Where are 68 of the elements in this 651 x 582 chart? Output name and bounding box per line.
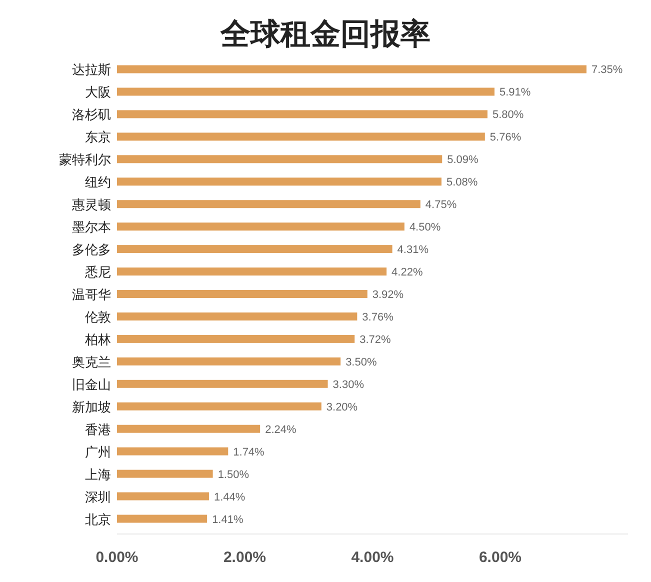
data-label: 1.50% (218, 468, 250, 481)
bar (117, 65, 586, 74)
bar (117, 178, 442, 186)
data-label: 3.20% (326, 401, 358, 414)
bar (117, 222, 404, 231)
y-tick-label: 新加坡 (72, 399, 111, 414)
y-tick-label: 多伦多 (72, 242, 111, 258)
y-tick-label: 柏林 (84, 332, 111, 347)
x-tick-label: 2.00% (223, 549, 266, 566)
bar (117, 402, 322, 410)
data-label: 5.91% (500, 86, 531, 99)
bar (117, 155, 442, 164)
bar (117, 88, 494, 96)
y-tick-label: 上海 (85, 466, 111, 482)
data-label: 4.50% (409, 222, 441, 234)
y-tick-label: 墨尔本 (72, 220, 111, 235)
bar (117, 200, 420, 208)
data-label: 1.44% (214, 491, 246, 504)
bar (117, 268, 387, 276)
data-label: 5.80% (492, 109, 524, 122)
bar (117, 470, 213, 478)
y-tick-label: 蒙特利尔 (59, 152, 111, 168)
x-tick-label: 6.00% (478, 549, 522, 566)
y-tick-label: 惠灵顿 (71, 197, 111, 212)
data-label: 3.76% (362, 311, 394, 324)
data-label: 1.41% (212, 514, 244, 526)
data-label: 5.09% (447, 154, 479, 166)
x-tick-label: 0.00% (96, 549, 138, 566)
bar (117, 492, 209, 500)
y-tick-label: 大阪 (85, 84, 111, 100)
y-tick-label: 旧金山 (72, 376, 111, 392)
data-label: 1.74% (233, 446, 265, 458)
data-label: 4.22% (392, 266, 423, 279)
bar (117, 312, 358, 320)
y-tick-label: 伦敦 (85, 309, 111, 324)
bar (117, 334, 355, 343)
y-tick-label: 深圳 (85, 489, 111, 504)
bar (117, 245, 392, 254)
y-tick-label: 达拉斯 (72, 62, 111, 78)
data-label: 3.30% (332, 378, 364, 391)
bar (117, 290, 368, 298)
bar (117, 424, 260, 433)
y-tick-label: 广州 (85, 444, 111, 460)
data-label: 4.31% (397, 244, 429, 256)
bar (117, 380, 328, 388)
bar (117, 110, 488, 118)
data-label: 2.24% (265, 424, 296, 436)
bar (117, 514, 208, 523)
data-label: 4.75% (425, 199, 457, 212)
data-label: 5.08% (446, 176, 478, 189)
data-label: 7.35% (591, 64, 623, 76)
y-tick-label: 奥克兰 (72, 354, 111, 370)
y-tick-label: 香港 (85, 422, 111, 437)
data-label: 3.92% (372, 289, 404, 301)
y-tick-label: 温哥华 (72, 287, 111, 302)
data-label: 3.72% (360, 334, 392, 346)
x-tick-label: 4.00% (351, 549, 394, 566)
bar (117, 447, 228, 456)
y-tick-label: 洛杉矶 (72, 107, 111, 122)
y-tick-label: 东京 (85, 130, 111, 145)
bar (117, 132, 485, 141)
y-tick-label: 悉尼 (84, 264, 111, 280)
data-label: 5.76% (490, 132, 522, 144)
y-tick-label: 纽约 (85, 174, 111, 190)
data-label: 3.50% (346, 356, 377, 368)
y-tick-label: 北京 (85, 512, 111, 527)
bar (117, 357, 341, 366)
chart-title: 全球租金回报率 (220, 17, 430, 51)
